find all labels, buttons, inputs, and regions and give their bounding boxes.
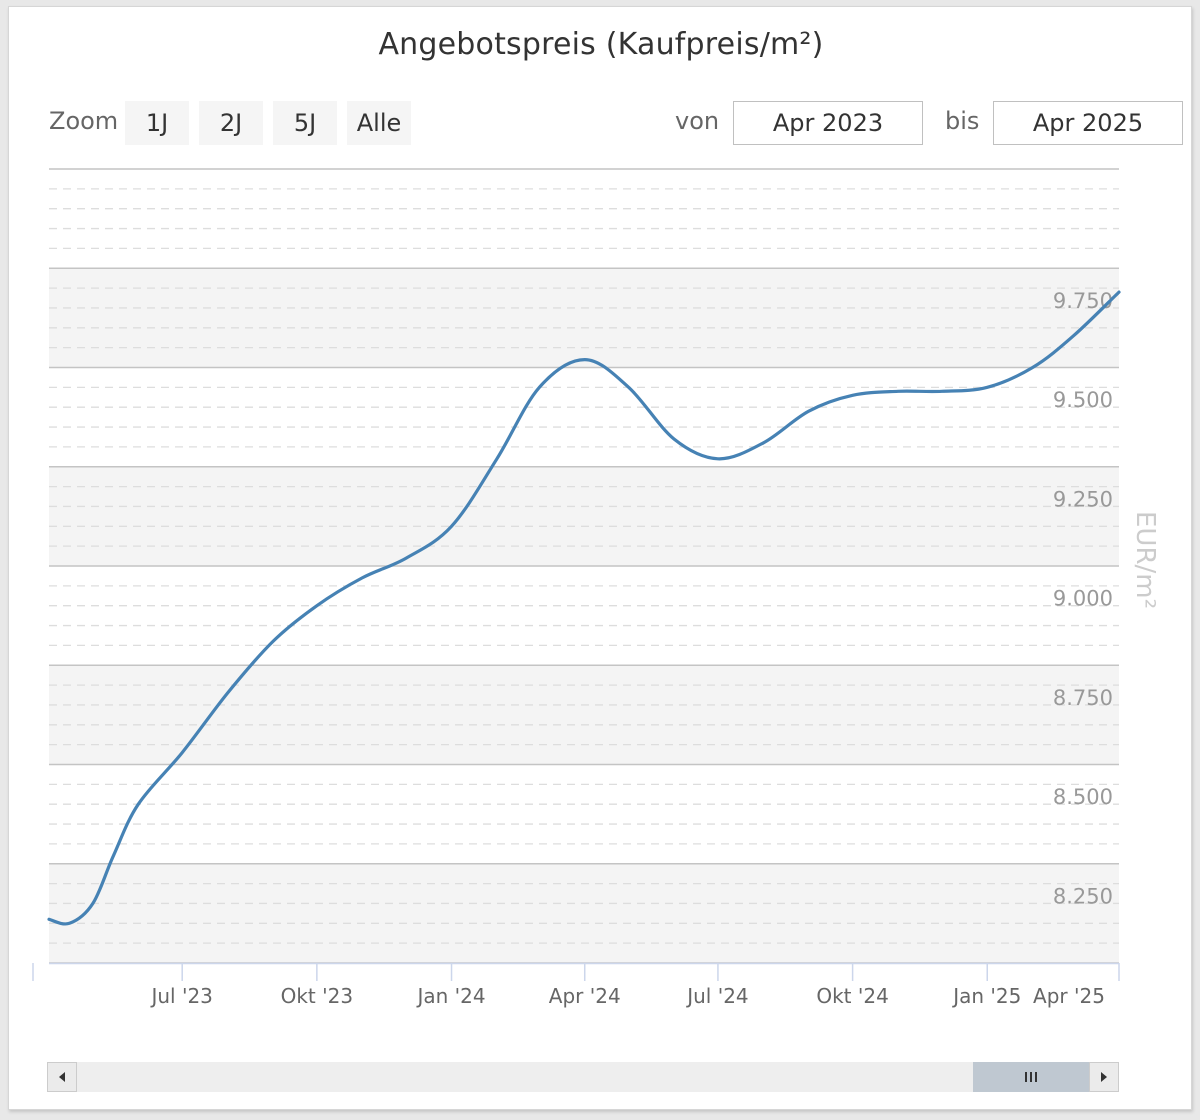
scroll-right-button[interactable] xyxy=(1089,1062,1119,1092)
x-tick-label: Jul '23 xyxy=(149,984,212,1008)
x-tick-label: Jan '25 xyxy=(951,984,1021,1008)
y-tick-label: 9.500 xyxy=(1053,388,1113,412)
x-tick-label: Apr '25 xyxy=(1033,984,1105,1008)
plot-band xyxy=(49,863,1119,963)
plot-band xyxy=(49,466,1119,566)
scrollbar-track[interactable] xyxy=(47,1062,1119,1092)
plot-band xyxy=(49,665,1119,765)
x-tick-label: Jan '24 xyxy=(415,984,485,1008)
zoom-label: Zoom xyxy=(49,107,119,135)
zoom-2j-button[interactable]: 2J xyxy=(199,101,263,145)
scroll-right-arrow-icon xyxy=(1101,1072,1107,1082)
from-date-input[interactable]: Apr 2023 xyxy=(733,101,923,145)
scrollbar-thumb[interactable] xyxy=(973,1062,1089,1092)
series-line xyxy=(47,290,1121,926)
y-tick-label: 8.750 xyxy=(1053,686,1113,710)
navigator-scrollbar[interactable] xyxy=(47,1062,1119,1092)
to-label: bis xyxy=(945,107,980,135)
y-tick-label: 9.250 xyxy=(1053,487,1113,511)
x-tick-label: Okt '23 xyxy=(281,984,353,1008)
plot-band xyxy=(49,268,1119,368)
chart-plot: 8.250 8.500 8.750 9.000 9.250 9.500 9.750 Jul … xyxy=(32,168,1160,1008)
grip-lines-icon xyxy=(1025,1072,1037,1082)
x-tick-label: Okt '24 xyxy=(816,984,888,1008)
y-tick-label: 8.500 xyxy=(1053,785,1113,809)
zoom-1j-button[interactable]: 1J xyxy=(125,101,189,145)
x-tick-label: Jul '24 xyxy=(685,984,748,1008)
y-tick-label: 9.000 xyxy=(1053,587,1113,611)
x-tick-label: Apr '24 xyxy=(549,984,621,1008)
zoom-alle-button[interactable]: Alle xyxy=(347,101,411,145)
from-label: von xyxy=(675,107,720,135)
chart-title: Angebotspreis (Kaufpreis/m²) xyxy=(378,27,824,62)
y-tick-label: 9.750 xyxy=(1053,289,1113,313)
zoom-5j-button[interactable]: 5J xyxy=(273,101,337,145)
y-tick-label: 8.250 xyxy=(1053,884,1113,908)
y-axis-title: EUR/m² xyxy=(1130,511,1160,609)
scroll-left-arrow-icon xyxy=(59,1072,65,1082)
scroll-left-button[interactable] xyxy=(47,1062,77,1092)
chart-container: Angebotspreis (Kaufpreis/m²) Zoom 1J 2J … xyxy=(8,6,1192,1110)
to-date-input[interactable]: Apr 2025 xyxy=(993,101,1183,145)
